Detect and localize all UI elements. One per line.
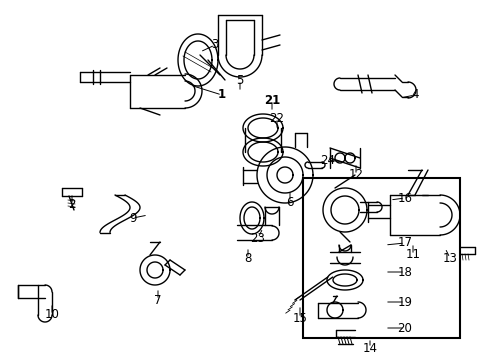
Text: 9: 9 [129,211,137,225]
Text: 17: 17 [397,237,412,249]
Text: 11: 11 [405,248,420,261]
Text: 1: 1 [218,89,225,102]
Bar [303,178,459,338]
Text: 15: 15 [292,311,307,324]
Text: 24: 24 [320,153,335,166]
Text: 6: 6 [285,195,293,208]
Text: 3: 3 [211,39,218,51]
Text: 10: 10 [44,309,60,321]
Text: 21: 21 [264,94,280,107]
Text: 7: 7 [154,293,162,306]
Text: 16: 16 [397,192,412,204]
Text: 13: 13 [442,252,456,265]
Text: 18: 18 [397,266,411,279]
Text: 2: 2 [68,198,76,211]
Text: 8: 8 [244,252,251,265]
Text: 14: 14 [362,342,377,355]
Text: 22: 22 [269,112,284,125]
Text: 5: 5 [236,73,243,86]
Text: 19: 19 [397,296,412,309]
Text: 23: 23 [250,231,265,244]
Text: 20: 20 [397,321,411,334]
Text: 12: 12 [348,168,363,181]
Text: 4: 4 [410,89,418,102]
